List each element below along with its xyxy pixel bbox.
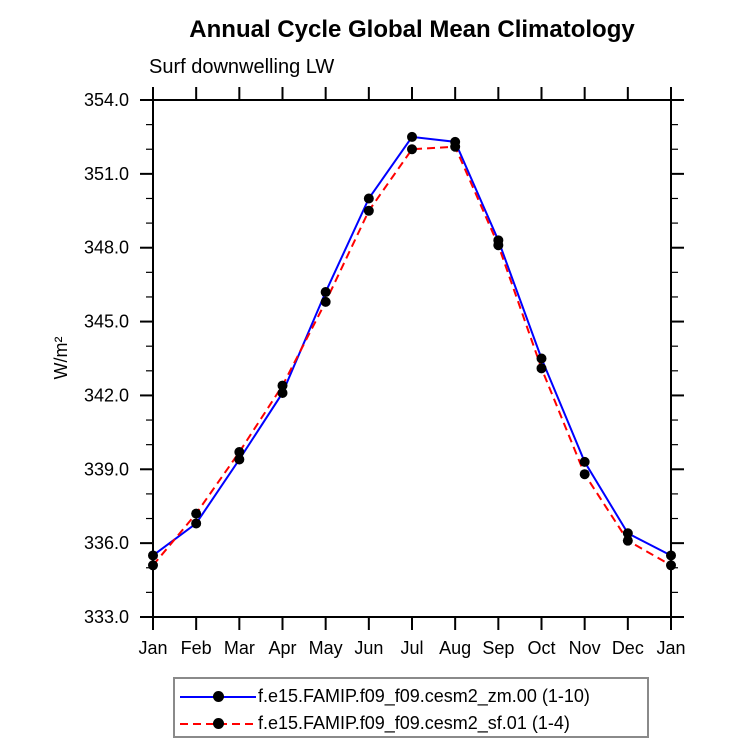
- series-0-marker: [622, 528, 633, 539]
- series-0-marker: [407, 131, 417, 142]
- series-1-marker: [320, 296, 331, 307]
- x-tick-label: Apr: [268, 638, 296, 658]
- series-1-marker: [536, 363, 547, 374]
- series-1-marker: [363, 205, 374, 216]
- series-1-marker: [277, 380, 288, 391]
- y-tick-label: 351.0: [84, 164, 129, 184]
- series-line-0: [152, 135, 672, 557]
- series-0-marker: [363, 193, 374, 204]
- x-tick-label: Nov: [569, 638, 601, 658]
- series-0-marker: [191, 518, 202, 529]
- series-0-marker: [579, 456, 590, 467]
- x-tick-label: Aug: [439, 638, 471, 658]
- chart-title: Annual Cycle Global Mean Climatology: [189, 16, 635, 43]
- series-0-marker: [320, 287, 331, 298]
- x-tick-label: May: [309, 638, 343, 658]
- legend-label-series-1: f.e15.FAMIP.f09_f09.cesm2_sf.01 (1-4): [258, 713, 570, 733]
- y-tick-label: 348.0: [84, 238, 129, 258]
- plot-frame: [152, 99, 672, 618]
- x-tick-label: Feb: [181, 638, 212, 658]
- y-tick-label: 339.0: [84, 459, 129, 479]
- x-tick-label: Jun: [354, 638, 383, 658]
- x-tick-label: Jul: [400, 638, 423, 658]
- x-tick-label: Jan: [138, 638, 167, 658]
- x-tick-label: Jan: [656, 638, 685, 658]
- chart-subtitle: Surf downwelling LW: [149, 56, 335, 78]
- legend-sample-blue: [180, 691, 256, 703]
- series-1-marker: [407, 144, 417, 155]
- y-tick-label: 345.0: [84, 312, 129, 332]
- marker-dot-icon: [213, 718, 224, 729]
- series-1-marker: [493, 240, 504, 251]
- y-tick-label: 336.0: [84, 533, 129, 553]
- series-1-marker: [148, 560, 158, 571]
- series-1-marker: [666, 560, 676, 571]
- series-0-marker: [536, 353, 547, 364]
- y-tick-label: 342.0: [84, 385, 129, 405]
- legend-row-series-1: f.e15.FAMIP.f09_f09.cesm2_sf.01 (1-4): [180, 711, 647, 736]
- series-0-marker: [148, 550, 158, 561]
- series-0-marker: [234, 454, 245, 465]
- series-line-1: [152, 145, 672, 567]
- legend: f.e15.FAMIP.f09_f09.cesm2_zm.00 (1-10) f…: [173, 677, 649, 738]
- x-tick-label: Sep: [482, 638, 514, 658]
- series-0-marker: [666, 550, 676, 561]
- series-1-marker: [234, 447, 245, 458]
- legend-label-series-0: f.e15.FAMIP.f09_f09.cesm2_zm.00 (1-10): [258, 686, 590, 706]
- x-tick-label: Oct: [527, 638, 555, 658]
- y-tick-label: 333.0: [84, 607, 129, 627]
- series-1-marker: [579, 469, 590, 480]
- legend-row-series-0: f.e15.FAMIP.f09_f09.cesm2_zm.00 (1-10): [180, 684, 647, 709]
- x-tick-label: Dec: [612, 638, 644, 658]
- legend-sample-red: [180, 718, 256, 730]
- y-tick-label: 354.0: [84, 90, 129, 110]
- marker-dot-icon: [213, 691, 224, 702]
- series-1-marker: [622, 535, 633, 546]
- x-tick-label: Mar: [224, 638, 255, 658]
- series-1-marker: [191, 508, 202, 519]
- series-0-marker: [277, 387, 288, 398]
- series-1-marker: [450, 141, 461, 152]
